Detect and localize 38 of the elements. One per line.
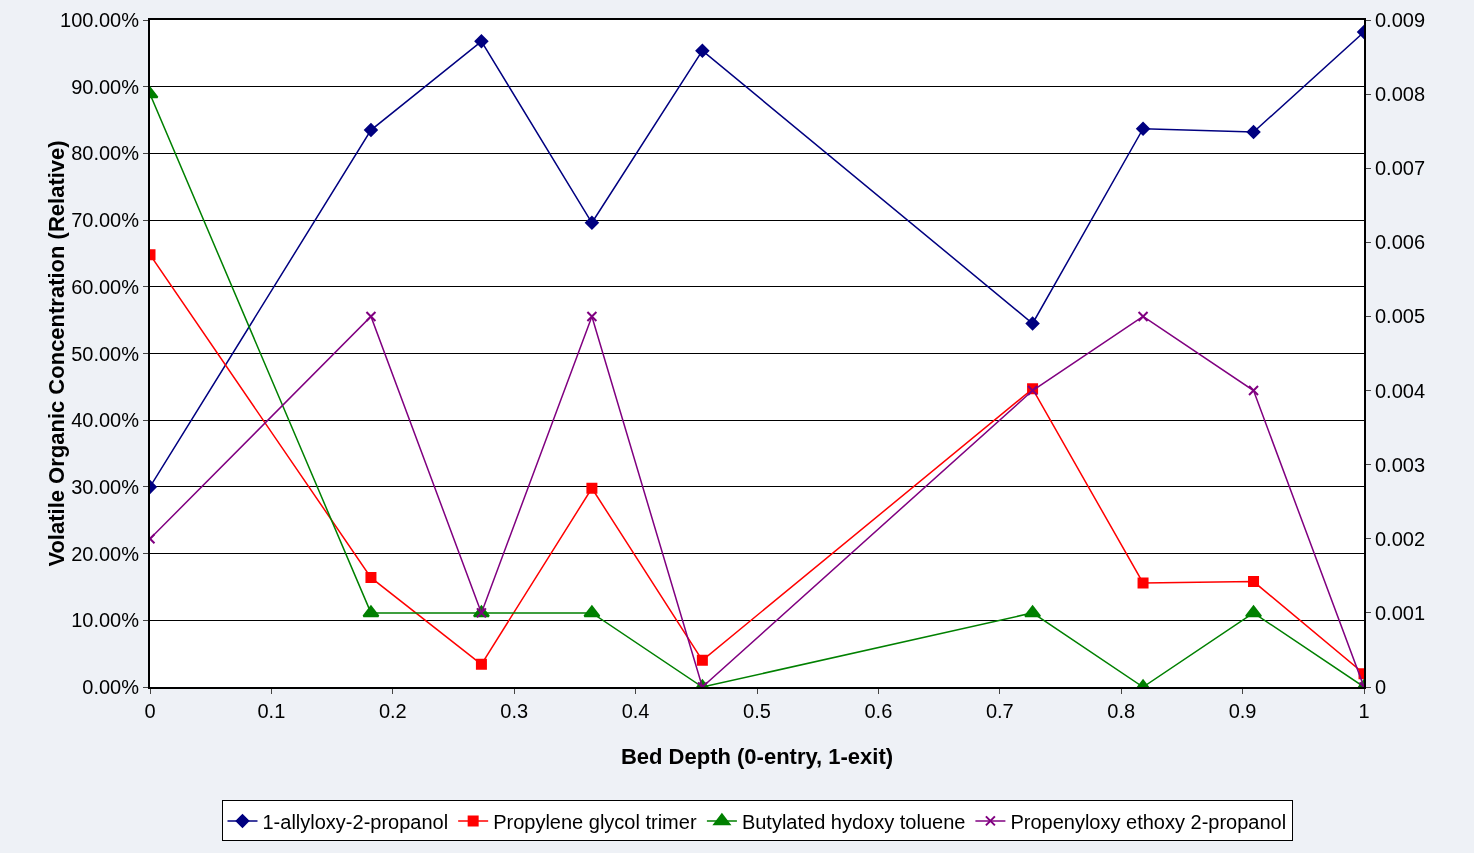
y2-tick-label: 0.008: [1375, 83, 1426, 106]
y2-tick-label: 0.007: [1375, 157, 1426, 180]
legend-label: 1-allyloxy-2-propanol: [262, 810, 449, 833]
y2-tick-label: 0.006: [1375, 231, 1426, 254]
y2-tick-label: 0.003: [1375, 453, 1426, 476]
legend-label: Propenyloxy ethoxy 2-propanol: [1010, 810, 1287, 833]
y-tick-label: 20.00%: [71, 542, 140, 565]
y2-tick-label: 0.005: [1375, 305, 1426, 328]
y-tick-label: 40.00%: [71, 409, 140, 432]
x-tick-label: 0.7: [985, 700, 1014, 722]
legend-label: Propylene glycol trimer: [493, 810, 697, 833]
y-tick-label: 60.00%: [71, 275, 140, 298]
y-tick-label: 90.00%: [71, 75, 140, 98]
y2-tick-label: 0.009: [1375, 9, 1426, 31]
y-tick-label: 30.00%: [71, 475, 140, 498]
y-tick-label: 100.00%: [60, 9, 140, 31]
x-tick-label: 0.9: [1228, 700, 1257, 722]
y-tick-label: 0.00%: [82, 676, 140, 698]
x-tick-label: 0.5: [743, 700, 771, 722]
x-tick-label: 0.8: [1107, 700, 1136, 722]
y2-tick-label: 0.001: [1375, 601, 1426, 624]
x-tick-label: 0: [144, 700, 156, 722]
y-tick-label: 10.00%: [71, 609, 140, 632]
y2-tick-label: 0: [1375, 676, 1387, 698]
y-tick-label: 50.00%: [71, 342, 140, 365]
y-tick-label: 70.00%: [71, 209, 140, 232]
y-tick-label: 80.00%: [71, 142, 140, 165]
legend-label: Butylated hydoxy toluene: [741, 810, 966, 833]
y2-tick-label: 0.002: [1375, 527, 1426, 550]
x-tick-label: 0.3: [500, 700, 529, 722]
y2-tick-label: 0.004: [1375, 379, 1426, 402]
x-axis-title: Bed Depth (0-entry, 1-exit): [620, 744, 894, 769]
x-tick-label: 0.6: [864, 700, 893, 722]
x-tick-label: 0.4: [621, 700, 650, 722]
x-tick-label: 1: [1358, 700, 1370, 722]
x-tick-label: 0.2: [378, 700, 407, 722]
x-tick-label: 0.1: [257, 700, 286, 722]
y-axis-title: Volatile Organic Concentration (Relative): [44, 140, 70, 567]
